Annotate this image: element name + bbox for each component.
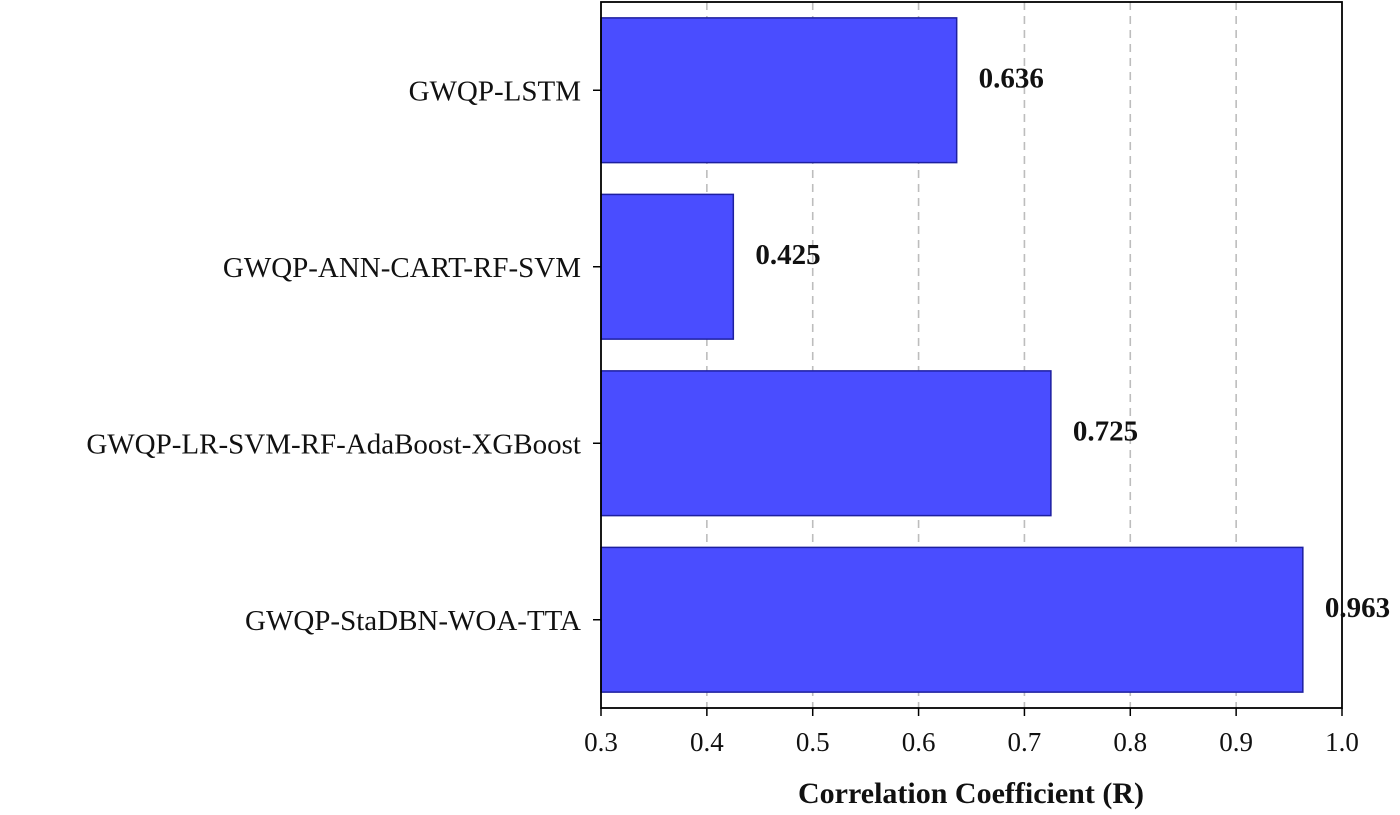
x-tick-label: 0.8 — [1113, 727, 1147, 757]
bar — [600, 546, 1304, 693]
data-label: 0.636 — [979, 62, 1044, 94]
category-label: GWQP-StaDBN-WOA-TTA — [245, 605, 581, 637]
x-tick-label: 0.3 — [584, 727, 618, 757]
bar — [600, 370, 1052, 517]
x-tick-label: 0.4 — [690, 727, 724, 757]
category-label: GWQP-LSTM — [409, 75, 581, 107]
bar — [600, 17, 958, 164]
bars — [600, 17, 1304, 693]
x-tick-label: 0.7 — [1008, 727, 1042, 757]
category-label: GWQP-LR-SVM-RF-AdaBoost-XGBoost — [86, 428, 581, 460]
x-tick-label: 0.9 — [1219, 727, 1253, 757]
category-label: GWQP-ANN-CART-RF-SVM — [223, 252, 581, 284]
x-tick-label: 1.0 — [1325, 727, 1359, 757]
data-label: 0.963 — [1325, 592, 1390, 624]
axes — [593, 1, 1343, 716]
x-tick-label: 0.5 — [796, 727, 830, 757]
data-label: 0.425 — [755, 239, 820, 271]
labels: 0.3 0.4 0.5 0.6 0.7 0.8 0.9 1.0 GWQP-LSTM 0.636 GW… — [86, 62, 1390, 757]
x-axis-title: Correlation Coefficient (R) — [798, 777, 1144, 810]
x-tick-label: 0.6 — [902, 727, 936, 757]
plot-frame — [600, 1, 1343, 709]
data-label: 0.725 — [1073, 415, 1138, 447]
bar — [600, 193, 735, 340]
